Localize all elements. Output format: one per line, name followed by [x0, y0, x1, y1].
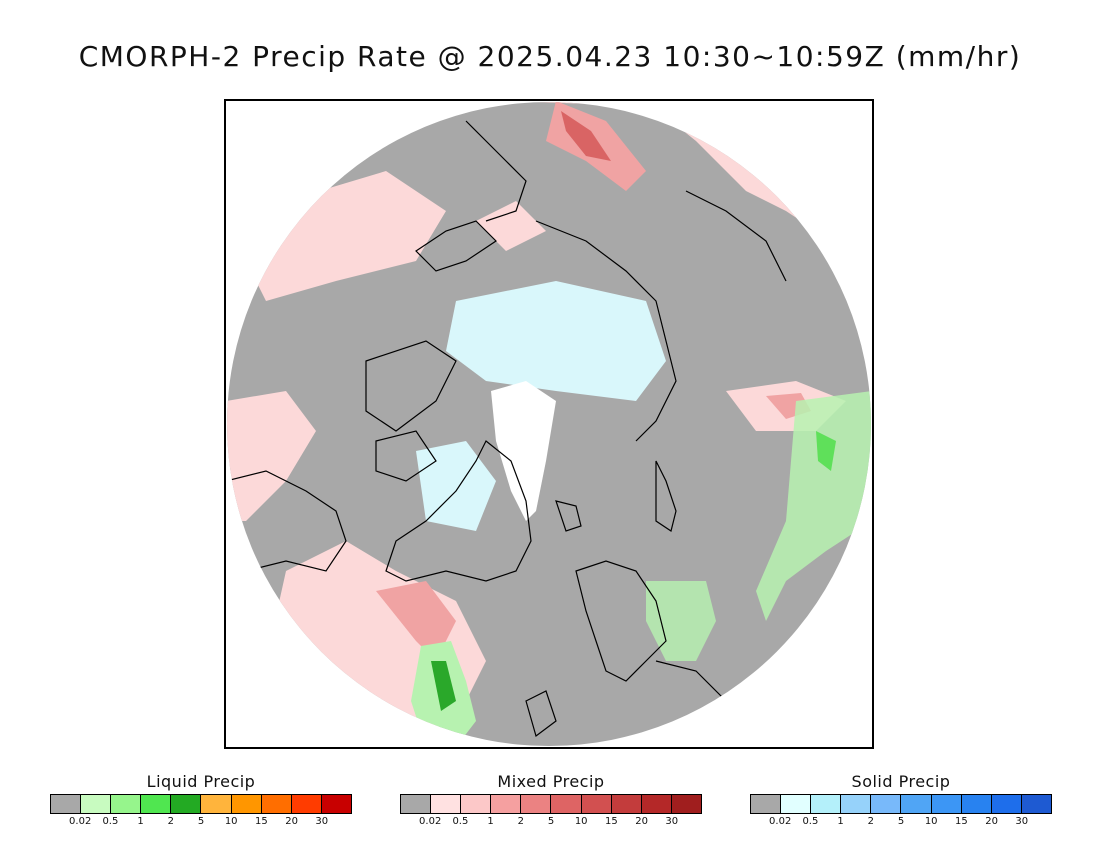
- legend-tick-label: 5: [897, 816, 905, 827]
- legend-tick-label: 20: [285, 816, 298, 827]
- legend-tick-label: 15: [255, 816, 268, 827]
- arctic-archipelago-coastline: [365, 340, 457, 432]
- legend-tick-label: 5: [547, 816, 555, 827]
- legend-tick-label: 0.5: [102, 816, 119, 827]
- svalbard-coastline: [555, 500, 582, 532]
- legend-swatch: [231, 795, 262, 813]
- legend-tick-label: 0.02: [69, 816, 92, 827]
- legend-swatch: [291, 795, 322, 813]
- legend-tick-label: 20: [985, 816, 998, 827]
- legend-tick-label: 15: [605, 816, 618, 827]
- legend-swatch: [871, 795, 902, 813]
- legend-swatch: [401, 795, 432, 813]
- legend-solid-precip: Solid Precip 0.02 0.5 1 2 5 10 15 20 30: [750, 772, 1052, 830]
- precip-field-layer: [227, 102, 871, 746]
- liquid-precip-core: [816, 431, 836, 471]
- legend-colorbar: [50, 794, 352, 814]
- legend-swatch: [611, 795, 642, 813]
- legend-mixed-precip: Mixed Precip 0.02 0.5 1 2 5 10 15 20 30: [400, 772, 702, 830]
- legend-tick-label: 15: [955, 816, 968, 827]
- legend-swatch: [931, 795, 962, 813]
- legend-tick-label: 5: [197, 816, 205, 827]
- legend-swatch: [171, 795, 202, 813]
- legend-swatch: [81, 795, 112, 813]
- legend-colorbar: [750, 794, 1052, 814]
- legend-swatch: [491, 795, 522, 813]
- legend-tick-labels: 0.02 0.5 1 2 5 10 15 20 30: [50, 814, 352, 830]
- solid-precip-area: [446, 281, 666, 401]
- legend-tick-label: 20: [635, 816, 648, 827]
- legend-swatch: [461, 795, 492, 813]
- siberia-coastline: [535, 220, 677, 442]
- legend-swatch: [961, 795, 992, 813]
- legend-swatch: [641, 795, 672, 813]
- legend-tick-label: 10: [574, 816, 588, 827]
- legend-tick-label: 2: [517, 816, 524, 827]
- legend-swatch: [201, 795, 232, 813]
- legend-tick-label: 1: [837, 816, 844, 827]
- mixed-precip-heavy: [561, 111, 611, 161]
- legend-tick-label: 2: [867, 816, 874, 827]
- mixed-precip-core: [376, 581, 456, 661]
- legend-swatch: [841, 795, 872, 813]
- legend-tick-labels: 0.02 0.5 1 2 5 10 15 20 30: [400, 814, 702, 830]
- greenland-coastline: [385, 440, 532, 582]
- alaska-coastline: [415, 220, 497, 272]
- legend-swatch: [1021, 795, 1051, 813]
- scandinavia-coastline: [575, 560, 667, 682]
- legend-swatch: [581, 795, 612, 813]
- legend-tick-label: 10: [224, 816, 238, 827]
- legend-swatch: [321, 795, 351, 813]
- liquid-precip-area: [756, 391, 871, 621]
- legend-swatch: [521, 795, 552, 813]
- legend-tick-label: 10: [924, 816, 938, 827]
- legend-tick-labels: 0.02 0.5 1 2 5 10 15 20 30: [750, 814, 1052, 830]
- legend-swatch: [811, 795, 842, 813]
- legend-swatch: [991, 795, 1022, 813]
- legend-swatch: [751, 795, 782, 813]
- sea-ice-region: [491, 381, 556, 521]
- legend-swatch: [781, 795, 812, 813]
- polar-precip-map: [224, 99, 874, 749]
- legend-colorbar: [400, 794, 702, 814]
- map-title: CMORPH-2 Precip Rate @ 2025.04.23 10:30~…: [78, 40, 1022, 73]
- legend-tick-label: 30: [665, 816, 679, 827]
- legend-tick-label: 1: [487, 816, 494, 827]
- legend-swatch: [51, 795, 82, 813]
- bering-coastline: [465, 120, 527, 222]
- legend-swatch: [431, 795, 462, 813]
- legend-tick-label: 0.02: [769, 816, 792, 827]
- legend-swatch: [901, 795, 932, 813]
- legend-title: Mixed Precip: [497, 772, 605, 791]
- british-isles-coastline: [525, 690, 557, 738]
- legend-tick-label: 2: [167, 816, 174, 827]
- legend-title: Solid Precip: [851, 772, 951, 791]
- legend-swatch: [551, 795, 582, 813]
- mixed-precip-area: [227, 391, 316, 521]
- arctic-archipelago-coastline: [375, 430, 437, 482]
- legend-tick-label: 30: [315, 816, 329, 827]
- legend-title: Liquid Precip: [146, 772, 256, 791]
- legend-swatch: [141, 795, 172, 813]
- polar-map-canvas: [226, 101, 872, 747]
- legend-tick-label: 0.5: [802, 816, 819, 827]
- east-siberia-coastline: [685, 190, 787, 282]
- novaya-zemlya-coastline: [655, 460, 677, 532]
- legend-swatch: [111, 795, 142, 813]
- legend-swatch: [671, 795, 701, 813]
- legend-liquid-precip: Liquid Precip 0.02 0.5 1 2 5 10 15 20 30: [50, 772, 352, 830]
- legend-tick-label: 1: [137, 816, 144, 827]
- legend-tick-label: 30: [1015, 816, 1029, 827]
- legend-tick-label: 0.5: [452, 816, 469, 827]
- legend-swatch: [261, 795, 292, 813]
- solid-precip-area: [416, 441, 496, 531]
- liquid-precip-heavy: [431, 661, 456, 711]
- liquid-precip-area: [646, 581, 716, 661]
- legend-tick-label: 0.02: [419, 816, 442, 827]
